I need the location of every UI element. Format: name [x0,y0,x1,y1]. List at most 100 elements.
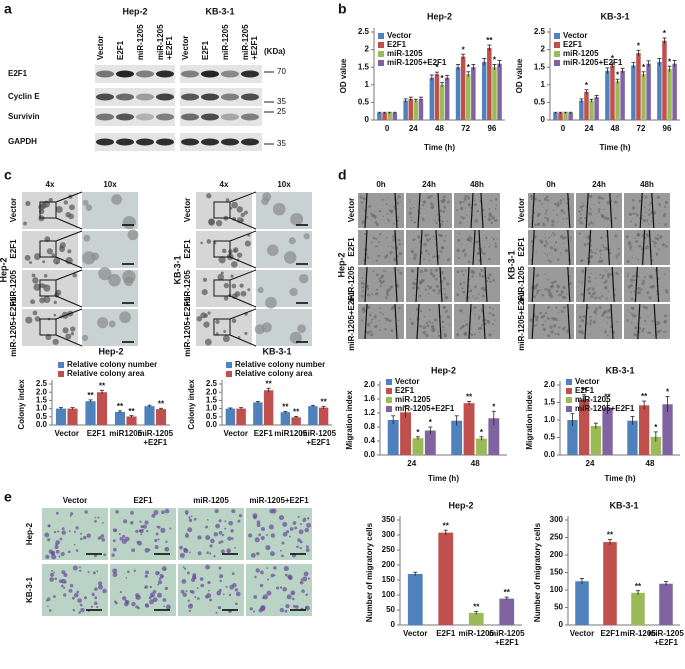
image-speck [474,219,478,223]
lane-label: Vector [181,36,190,60]
image-speck [635,240,639,244]
image-speck [131,548,136,553]
image-speck [119,537,124,541]
image-speck [641,235,644,238]
image-speck [469,206,472,209]
image-speck [378,232,382,236]
image-frame [624,304,670,339]
panel-letter: d [338,167,347,183]
x-tick-label: E2F1 [254,429,274,438]
image-speck [182,566,185,569]
image-speck [614,217,617,220]
image-speck [637,232,641,237]
image-speck [487,257,491,261]
image-speck [48,549,53,554]
image-speck [547,305,551,310]
image-speck [157,583,159,586]
bar [641,74,646,120]
image-speck [546,217,550,221]
image-speck [658,222,660,225]
image-speck [286,594,292,600]
image-speck [410,219,413,222]
significance-mark: ** [473,603,480,612]
image-speck [75,549,79,552]
image-speck [396,254,400,258]
x-tick-label: 24 [409,124,418,133]
zoom-box [39,279,57,297]
bar [659,583,673,625]
error-bar [266,387,271,393]
y-tick-label: 0.5 [534,98,546,107]
magnification-label: 10x [277,180,291,189]
legend-swatch [566,388,572,394]
image-speck [446,200,450,204]
lane-label: miR-1205 [221,24,230,60]
image-speck [637,258,640,261]
error-bar [657,58,662,66]
scratch-edge [642,229,646,266]
image-speck [209,598,212,602]
column-label: miR-1205 [193,496,229,505]
image-speck [473,199,476,202]
time-label: 24h [422,180,436,189]
blot-band [96,70,114,78]
image-speck [459,201,463,205]
image-speck [135,593,140,598]
micrograph [528,267,574,302]
zoom-line [55,256,83,269]
image-speck [546,242,549,245]
image-speck [492,237,496,241]
bar [610,65,615,120]
image-speck [432,235,435,238]
zoom-box [213,240,231,258]
blot-band [221,93,239,101]
y-tick-label: 2.5 [534,27,546,36]
error-bar [443,529,448,535]
image-speck [298,529,304,535]
blot-strip [95,133,175,151]
image-speck [646,291,650,295]
image-speck [579,221,583,225]
image-speck [291,597,295,601]
image-speck [206,519,209,521]
image-speck [387,219,391,223]
image-speck [31,273,36,278]
image-speck [427,195,431,200]
image-speck [484,215,486,218]
x-axis-label: Time (h) [424,143,455,152]
blot-band [136,138,154,146]
y-tick-label: 150 [382,575,396,584]
image-speck [593,310,597,314]
image-speck [228,520,233,526]
image-speck [72,273,77,278]
image-speck [386,254,389,257]
blot-band [116,93,134,101]
scratch-edge [482,303,486,340]
image-speck [442,195,446,199]
error-bar [608,539,612,545]
image-speck [617,247,620,250]
image-speck [447,258,451,262]
image-speck [551,223,555,227]
image-speck [182,592,187,597]
image-speck [558,326,561,329]
image-speck [154,538,158,543]
image-speck [663,315,666,318]
legend-swatch [58,371,64,377]
row-label: miR-1205 [183,270,192,306]
error-bar [582,394,587,405]
image-speck [144,586,147,589]
micrograph [256,270,312,309]
image-speck [164,508,170,514]
image-speck [636,213,639,217]
image-speck [595,312,598,315]
image-speck [284,573,288,577]
scratch-edge [637,303,641,340]
image-speck [55,549,60,554]
error-bar [117,410,122,413]
image-speck [442,321,444,324]
micrograph [528,304,574,339]
image-speck [296,545,299,549]
image-speck [422,200,426,204]
row-label: KB-3-1 [25,577,34,603]
